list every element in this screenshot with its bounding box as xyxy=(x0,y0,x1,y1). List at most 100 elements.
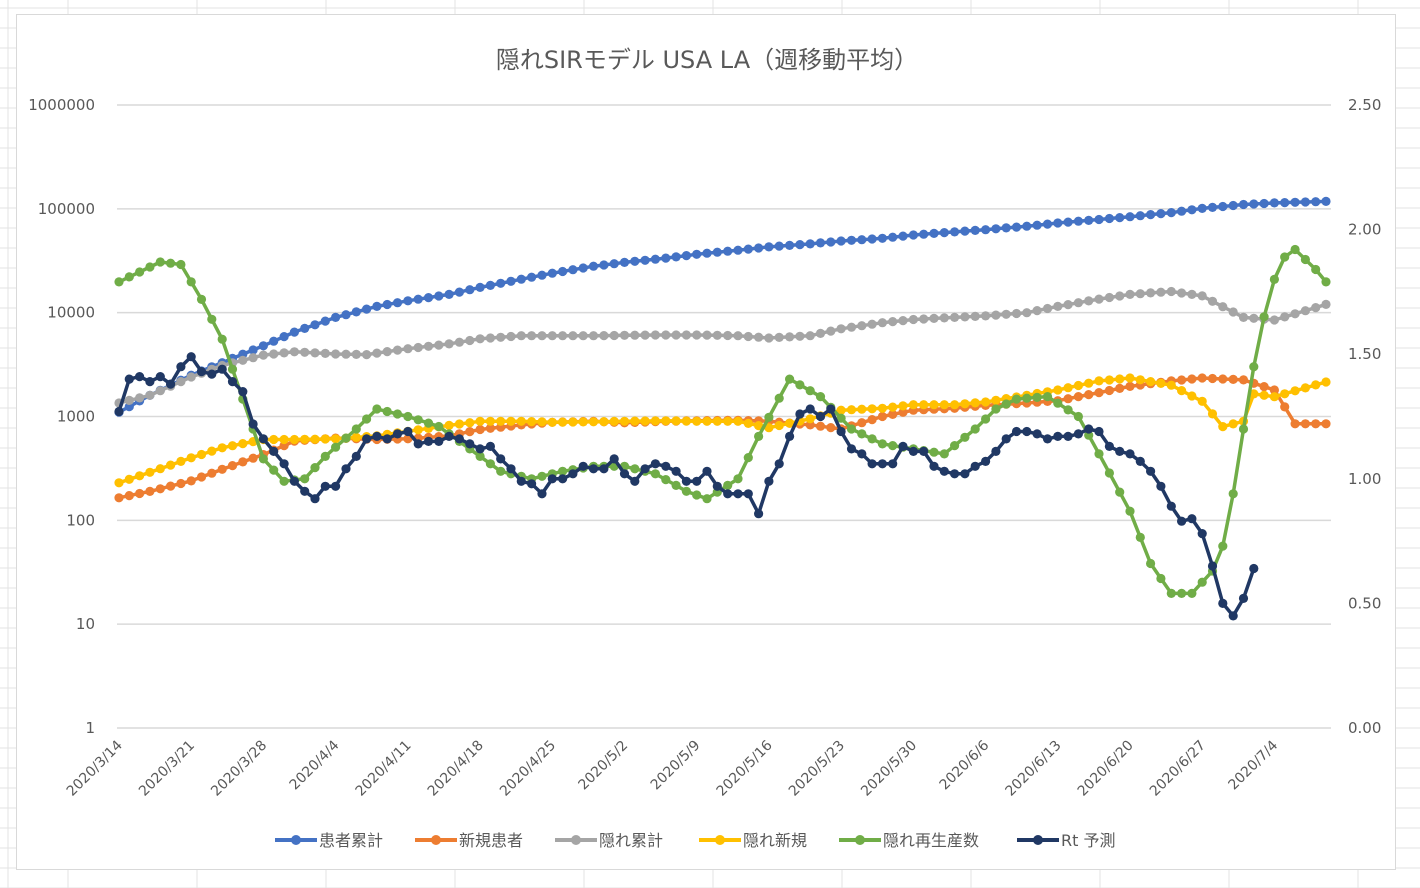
data-point xyxy=(733,245,743,255)
data-point xyxy=(1146,288,1156,298)
data-point xyxy=(640,255,650,265)
data-point xyxy=(341,310,351,320)
data-point xyxy=(392,429,403,439)
data-point xyxy=(929,228,939,238)
x-axis-tick: 2020/5/9 xyxy=(648,738,704,794)
data-point xyxy=(692,330,702,340)
data-point xyxy=(1042,392,1053,402)
data-point xyxy=(836,413,846,423)
data-point xyxy=(1156,287,1166,297)
data-point xyxy=(196,449,207,460)
data-point xyxy=(1022,393,1032,403)
data-point xyxy=(1197,373,1207,383)
data-point xyxy=(300,347,310,357)
data-point xyxy=(1125,381,1135,391)
data-point xyxy=(898,441,908,451)
data-point xyxy=(310,463,320,473)
data-point xyxy=(341,349,351,359)
data-point xyxy=(1177,386,1187,396)
data-point xyxy=(733,331,743,341)
data-point xyxy=(619,257,630,267)
legend-item[interactable]: 隠れ再生産数 xyxy=(839,831,979,850)
data-point xyxy=(1001,399,1011,409)
data-point xyxy=(310,494,320,504)
legend-item[interactable]: Rt 予測 xyxy=(1017,831,1115,850)
data-point xyxy=(1290,419,1300,429)
data-point xyxy=(929,447,939,457)
data-point xyxy=(1073,216,1083,226)
data-point xyxy=(1197,203,1207,213)
legend-item[interactable]: 患者累計 xyxy=(275,831,383,850)
data-point xyxy=(145,486,155,496)
right-axis-tick: 2.00 xyxy=(1348,221,1381,239)
chart-canvas: 隠れSIRモデル USA LA（週移動平均） 1 10 100 1000 10000 10… xyxy=(28,46,1381,850)
data-point xyxy=(650,469,661,479)
data-point xyxy=(248,453,258,463)
data-point xyxy=(785,374,795,384)
series-line xyxy=(118,289,1327,405)
x-axis-tick: 2020/4/25 xyxy=(497,738,559,800)
series-2 xyxy=(114,286,1331,408)
data-point xyxy=(681,486,692,496)
data-point xyxy=(372,431,382,441)
data-point xyxy=(805,239,815,249)
data-point xyxy=(1084,296,1094,306)
data-point xyxy=(795,409,805,419)
data-point xyxy=(1187,391,1197,401)
data-point xyxy=(135,393,145,403)
data-point xyxy=(1125,506,1135,516)
data-point xyxy=(496,278,506,288)
data-point xyxy=(506,331,516,342)
data-point xyxy=(877,439,888,449)
data-point xyxy=(1094,294,1104,304)
data-point xyxy=(774,241,784,251)
legend-marker xyxy=(291,835,301,845)
data-point xyxy=(310,348,320,358)
data-point xyxy=(351,349,361,359)
legend[interactable]: 患者累計 新規患者 隠れ累計 隠れ新規 隠れ再生産数 Rt 予測 xyxy=(275,831,1115,850)
data-point xyxy=(372,301,382,311)
data-point xyxy=(960,312,970,322)
data-point xyxy=(444,431,454,441)
data-point xyxy=(1104,213,1114,224)
data-point xyxy=(114,478,124,488)
data-point xyxy=(1269,385,1279,395)
data-point xyxy=(1073,429,1083,439)
data-point xyxy=(166,258,176,268)
data-point xyxy=(867,319,877,329)
data-point xyxy=(805,331,815,341)
data-point xyxy=(1207,561,1218,571)
data-point xyxy=(702,330,712,340)
x-axis-tick: 2020/6/20 xyxy=(1075,738,1137,800)
data-point xyxy=(764,412,774,422)
data-point xyxy=(599,331,609,341)
data-point xyxy=(1290,244,1300,255)
data-point xyxy=(516,476,526,486)
data-point xyxy=(537,270,547,280)
data-point xyxy=(743,453,753,463)
legend-item[interactable]: 隠れ累計 xyxy=(555,831,663,850)
data-point xyxy=(733,474,743,484)
data-point xyxy=(186,453,196,463)
data-point xyxy=(1001,434,1011,444)
chart-area[interactable]: 隠れSIRモデル USA LA（週移動平均） 1 10 100 1000 10000 10… xyxy=(16,14,1396,870)
data-point xyxy=(238,387,248,397)
data-point xyxy=(423,418,434,428)
left-axis-tick: 10 xyxy=(76,615,95,633)
data-point xyxy=(1218,302,1228,312)
data-point xyxy=(1218,541,1228,551)
data-point xyxy=(496,454,506,464)
data-point xyxy=(1177,288,1187,298)
legend-item[interactable]: 新規患者 xyxy=(415,831,523,850)
data-point xyxy=(516,274,526,284)
data-point xyxy=(981,414,991,424)
data-point xyxy=(1032,392,1042,402)
data-point xyxy=(723,489,733,499)
data-point xyxy=(1311,197,1321,207)
data-point xyxy=(166,379,176,389)
data-point xyxy=(898,231,908,241)
data-point xyxy=(527,417,537,427)
legend-item[interactable]: 隠れ新規 xyxy=(699,831,807,850)
data-point xyxy=(1156,209,1166,219)
data-point xyxy=(1269,315,1279,325)
